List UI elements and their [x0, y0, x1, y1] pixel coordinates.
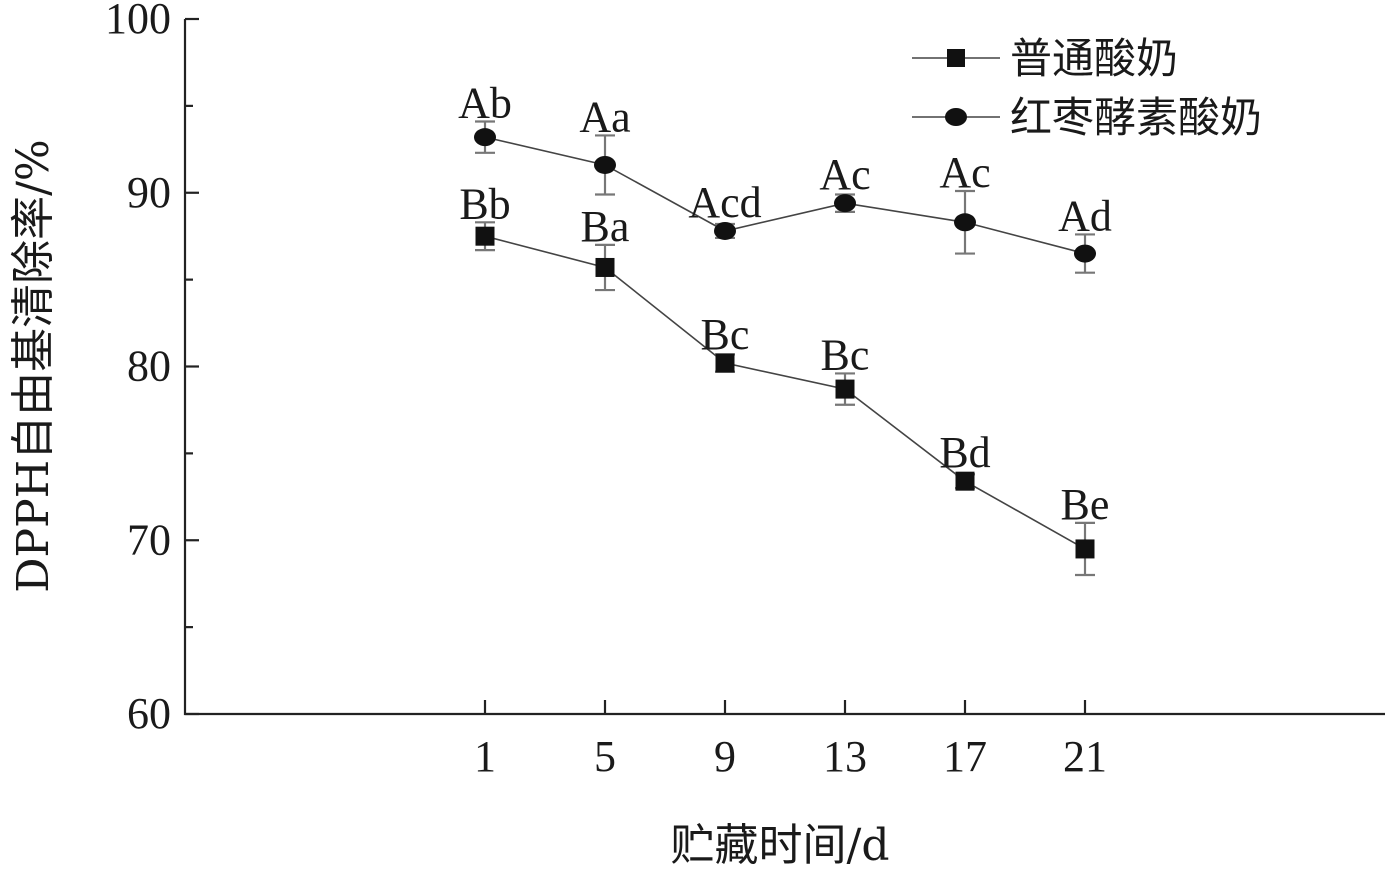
data-point-square-1 [595, 257, 615, 277]
data-label-2-3: Ac [819, 150, 870, 199]
data-label-2-2: Acd [688, 178, 761, 227]
data-label-2-1: Aa [579, 92, 630, 141]
legend-marker-circle [945, 108, 967, 126]
data-point-square-5 [1075, 539, 1095, 559]
series-layer: Bb Ba Bc Bc Bd Be Ab Aa Acd Ac Ac Ad [458, 79, 1112, 577]
data-label-1-1: Ba [581, 202, 630, 251]
y-tick-label-60: 60 [127, 689, 171, 738]
data-point-circle-2 [714, 221, 736, 240]
data-point-circle-3 [834, 194, 856, 213]
data-point-square-2 [715, 353, 735, 373]
x-tick-label-21: 21 [1063, 732, 1107, 781]
legend-label-2: 红枣酵素酸奶 [1010, 93, 1262, 142]
data-label-1-5: Be [1061, 480, 1110, 529]
data-point-square-3 [835, 379, 855, 399]
data-label-1-0: Bb [459, 179, 510, 228]
data-label-1-2: Bc [701, 310, 750, 359]
y-tick-label-80: 80 [127, 342, 171, 391]
y-tick-label-100: 100 [105, 0, 171, 43]
series-line-2 [484, 136, 1086, 255]
data-point-circle-5 [1074, 244, 1096, 263]
axes: 60 70 80 90 100 1 5 9 13 17 21 [105, 0, 1385, 781]
y-axis-title: DPPH自由基清除率/% [8, 139, 59, 593]
legend-marker-square [947, 49, 965, 67]
x-tick-label-17: 17 [943, 732, 987, 781]
series-1: Bb Ba Bc Bc Bd Be [459, 179, 1110, 577]
y-tick-label-90: 90 [127, 168, 171, 217]
series-line-1 [484, 235, 1086, 550]
data-point-circle-4 [954, 213, 976, 232]
data-point-square-4 [955, 471, 975, 491]
data-point-square-0 [475, 226, 495, 246]
x-axis-title: 贮藏时间/d [671, 820, 890, 871]
data-label-2-5: Ad [1058, 191, 1112, 240]
data-point-circle-0 [474, 128, 496, 147]
data-label-1-4: Bd [939, 428, 990, 477]
x-tick-label-1: 1 [474, 732, 496, 781]
data-point-circle-1 [594, 155, 616, 174]
legend-label-1: 普通酸奶 [1010, 34, 1178, 83]
data-label-1-3: Bc [821, 330, 870, 379]
x-tick-label-5: 5 [594, 732, 616, 781]
y-tick-label-70: 70 [127, 515, 171, 564]
x-tick-label-9: 9 [714, 732, 736, 781]
data-label-2-4: Ac [939, 148, 990, 197]
series-2: Ab Aa Acd Ac Ac Ad [458, 79, 1112, 274]
data-label-2-0: Ab [458, 79, 512, 128]
x-tick-label-13: 13 [823, 732, 867, 781]
